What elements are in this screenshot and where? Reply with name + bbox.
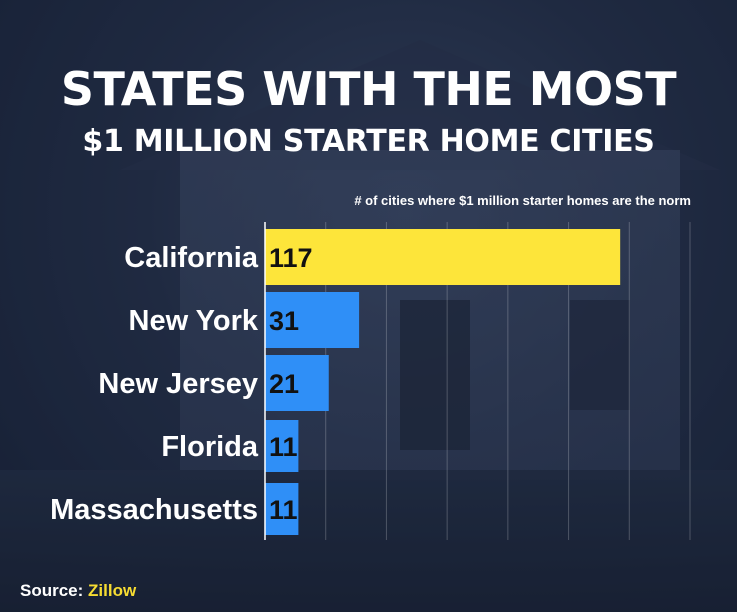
bars: California 117 New York 31 New Jersey 21 Flori… — [50, 229, 621, 535]
value-label: 21 — [269, 369, 299, 399]
source-label: Source: — [20, 581, 84, 600]
bar-florida — [265, 420, 299, 472]
category-label: Massachusetts — [50, 494, 258, 526]
category-label: New York — [129, 305, 259, 337]
background-door — [400, 300, 470, 450]
background-roof — [120, 40, 720, 170]
category-label: California — [124, 242, 259, 274]
bar-massachusetts — [265, 483, 299, 535]
category-label: Florida — [161, 431, 259, 463]
chart-subtitle: # of cities where $1 million starter hom… — [354, 193, 691, 208]
source-credit: Source: Zillow — [20, 581, 136, 601]
value-label: 31 — [269, 306, 299, 336]
value-label: 117 — [269, 243, 313, 273]
bar-california — [265, 229, 621, 285]
background-ground — [0, 470, 737, 612]
bar-new-york — [265, 292, 360, 348]
source-name: Zillow — [88, 581, 137, 600]
category-label: New Jersey — [98, 368, 258, 400]
value-label: 11 — [269, 432, 298, 462]
background-window — [570, 300, 630, 410]
chart-title-line1: STATES WITH THE MOST — [60, 62, 677, 116]
chart-title-line2: $1 MILLION STARTER HOME CITIES — [82, 124, 655, 159]
value-label: 11 — [269, 495, 298, 525]
bar-new-jersey — [265, 355, 329, 411]
